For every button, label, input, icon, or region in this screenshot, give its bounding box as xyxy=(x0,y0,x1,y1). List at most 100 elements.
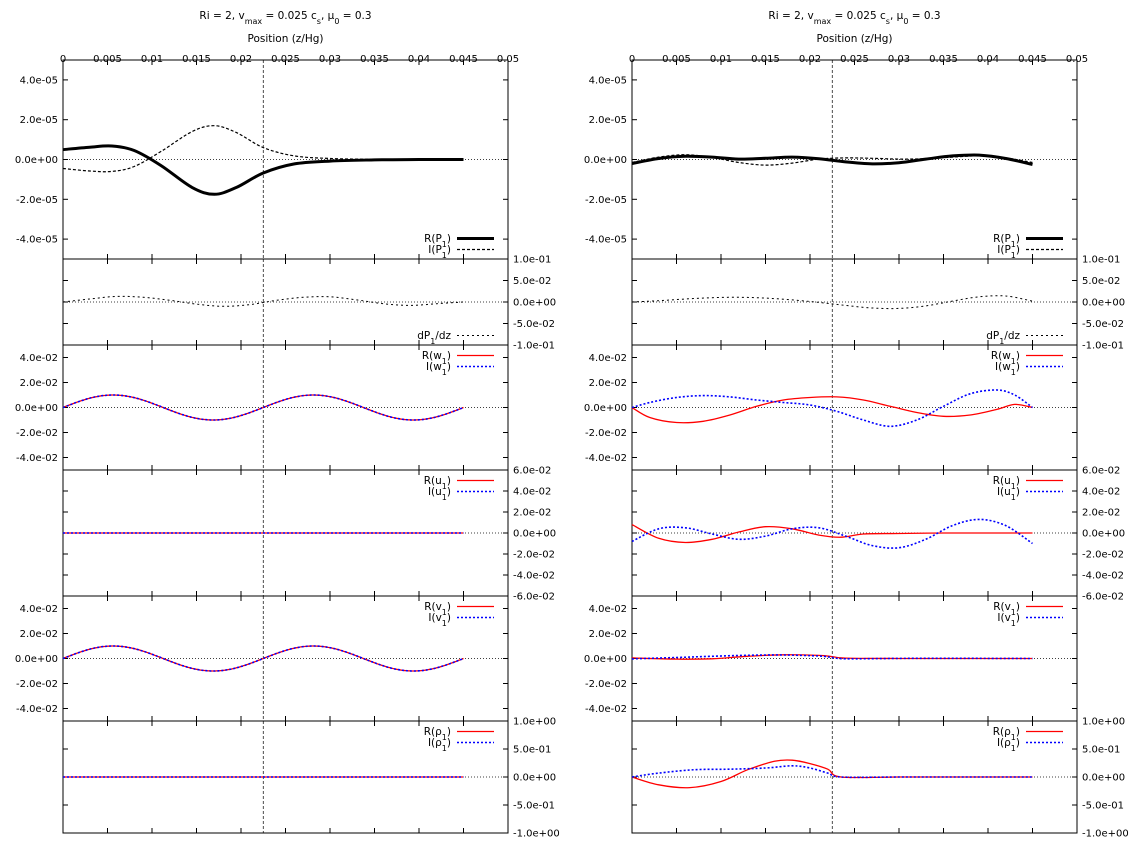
legend-label: I(P1) xyxy=(997,244,1020,260)
series-line xyxy=(631,654,1033,660)
y-tick-label: 2.0e-02 xyxy=(20,629,58,640)
y-tick-label: 0.0e+00 xyxy=(15,403,58,414)
legend-label: R(u1) xyxy=(424,475,451,491)
series-line xyxy=(631,153,1033,166)
y-tick-label: 0.0e+00 xyxy=(584,155,627,166)
legend-label: I(u1) xyxy=(997,486,1020,502)
y-tick-label: -2.0e-02 xyxy=(585,679,627,690)
series-line xyxy=(631,654,1033,660)
y-tick-label: 2.0e-05 xyxy=(20,115,58,126)
panel-w1: 4.0e-02 2.0e-02 0.0e+00 -2.0e-02 -4.0e-02 R(w… xyxy=(15,344,509,471)
y-tick-label: 6.0e-02 xyxy=(513,466,551,477)
y-tick-label: 0.0e+00 xyxy=(513,529,556,540)
y-tick-label: -4.0e-05 xyxy=(16,235,58,246)
y-tick-label: 4.0e-05 xyxy=(589,75,627,86)
y-tick-label: 4.0e-02 xyxy=(513,487,551,498)
y-tick-label: 4.0e-02 xyxy=(589,353,627,364)
panel-rho1: 1.0e+00 5.0e-01 0.0e+00 -5.0e-01 -1.0e+00 R(ρ… xyxy=(631,717,1129,840)
y-tick-label: -2.0e-05 xyxy=(16,195,58,206)
series-line xyxy=(62,295,464,307)
y-tick-label: -1.0e+00 xyxy=(1082,829,1129,840)
series-line xyxy=(631,154,1033,166)
y-tick-label: -2.0e-02 xyxy=(1082,550,1124,561)
chart-2: Ri = 2, vmax = 0.025 cs, μ0 = 0.3 Positio… xyxy=(584,10,1129,840)
y-tick-label: -4.0e-02 xyxy=(585,453,627,464)
panel-P1: 4.0e-05 2.0e-05 0.0e+00 -2.0e-05 -4.0e-05 R(P… xyxy=(15,59,509,260)
legend-label: R(P1) xyxy=(993,233,1020,249)
panel-u1: 6.0e-02 4.0e-02 2.0e-02 0.0e+00 -2.0e-02 -4.0… xyxy=(631,466,1125,603)
panel-rho1: 1.0e+00 5.0e-01 0.0e+00 -5.0e-01 -1.0e+00 R(ρ… xyxy=(62,717,560,840)
y-tick-label: 2.0e-05 xyxy=(589,115,627,126)
panel-u1: 6.0e-02 4.0e-02 2.0e-02 0.0e+00 -2.0e-02 -4.0… xyxy=(62,466,556,603)
y-tick-label: 2.0e-02 xyxy=(589,378,627,389)
y-tick-label: 2.0e-02 xyxy=(589,629,627,640)
y-tick-label: 5.0e-01 xyxy=(1082,745,1120,756)
y-tick-label: 4.0e-02 xyxy=(20,353,58,364)
y-tick-label: 4.0e-02 xyxy=(589,604,627,615)
y-tick-label: 1.0e+00 xyxy=(1082,717,1125,728)
x-axis-label: Position (z/Hg) xyxy=(247,33,323,45)
legend-label: I(v1) xyxy=(997,612,1020,628)
y-tick-label: 1.0e-01 xyxy=(513,255,551,266)
legend-label: R(ρ1) xyxy=(424,726,451,742)
y-tick-label: -2.0e-02 xyxy=(585,428,627,439)
legend-label: I(P1) xyxy=(428,244,451,260)
y-tick-label: -4.0e-05 xyxy=(585,235,627,246)
legend-label: R(w1) xyxy=(991,350,1020,366)
legend-label: I(w1) xyxy=(426,361,451,377)
legend-label: I(ρ1) xyxy=(428,737,451,753)
series-line xyxy=(62,144,464,196)
y-tick-label: -5.0e-01 xyxy=(1082,801,1124,812)
y-tick-label: 0.0e+00 xyxy=(513,298,556,309)
y-tick-label: -6.0e-02 xyxy=(513,592,555,603)
panel-w1: 4.0e-02 2.0e-02 0.0e+00 -2.0e-02 -4.0e-02 R(w… xyxy=(584,344,1078,471)
series-line xyxy=(631,764,1033,779)
y-tick-label: -4.0e-02 xyxy=(16,704,58,715)
legend-label: I(w1) xyxy=(995,361,1020,377)
series-line xyxy=(631,759,1033,789)
y-tick-label: -5.0e-02 xyxy=(513,319,555,330)
series-line xyxy=(631,396,1033,424)
y-tick-label: 0.0e+00 xyxy=(15,654,58,665)
y-tick-label: -2.0e-05 xyxy=(585,195,627,206)
y-tick-label: 4.0e-05 xyxy=(20,75,58,86)
y-tick-label: 5.0e-01 xyxy=(513,745,551,756)
y-tick-label: 0.0e+00 xyxy=(1082,529,1125,540)
series-line xyxy=(62,645,464,672)
legend-label: R(w1) xyxy=(422,350,451,366)
legend-label: I(ρ1) xyxy=(997,737,1020,753)
chart-1: Ri = 2, vmax = 0.025 cs, μ0 = 0.3 Positio… xyxy=(15,10,560,840)
y-tick-label: -2.0e-02 xyxy=(16,428,58,439)
y-tick-label: 1.0e+00 xyxy=(513,717,556,728)
y-tick-label: 1.0e-01 xyxy=(1082,255,1120,266)
y-tick-label: 2.0e-02 xyxy=(513,508,551,519)
y-tick-label: -1.0e-01 xyxy=(1082,341,1124,352)
series-line xyxy=(631,524,1033,544)
y-tick-label: 0.0e+00 xyxy=(513,773,556,784)
legend-label: I(v1) xyxy=(428,612,451,628)
series-line xyxy=(62,394,464,421)
y-tick-label: 0.0e+00 xyxy=(584,403,627,414)
y-tick-label: 6.0e-02 xyxy=(1082,466,1120,477)
y-tick-label: 0.0e+00 xyxy=(15,155,58,166)
legend-label: R(P1) xyxy=(424,233,451,249)
legend-label: R(v1) xyxy=(993,601,1020,617)
y-tick-label: -4.0e-02 xyxy=(513,571,555,582)
y-tick-label: -4.0e-02 xyxy=(585,704,627,715)
chart-title: Ri = 2, vmax = 0.025 cs, μ0 = 0.3 xyxy=(768,10,940,26)
x-axis-label: Position (z/Hg) xyxy=(816,33,892,45)
y-tick-label: -2.0e-02 xyxy=(513,550,555,561)
y-tick-label: -1.0e-01 xyxy=(513,341,555,352)
y-tick-label: -5.0e-01 xyxy=(513,801,555,812)
y-tick-label: 0.0e+00 xyxy=(584,654,627,665)
panel-v1: 4.0e-02 2.0e-02 0.0e+00 -2.0e-02 -4.0e-02 R(v… xyxy=(15,595,509,722)
y-tick-label: 2.0e-02 xyxy=(1082,508,1120,519)
y-tick-label: 2.0e-02 xyxy=(20,378,58,389)
chart-title: Ri = 2, vmax = 0.025 cs, μ0 = 0.3 xyxy=(199,10,371,26)
legend-label: R(ρ1) xyxy=(993,726,1020,742)
y-tick-label: -5.0e-02 xyxy=(1082,319,1124,330)
series-line xyxy=(631,389,1033,428)
panel-P1: 4.0e-05 2.0e-05 0.0e+00 -2.0e-05 -4.0e-05 R(P… xyxy=(584,59,1078,260)
series-line xyxy=(631,295,1033,310)
